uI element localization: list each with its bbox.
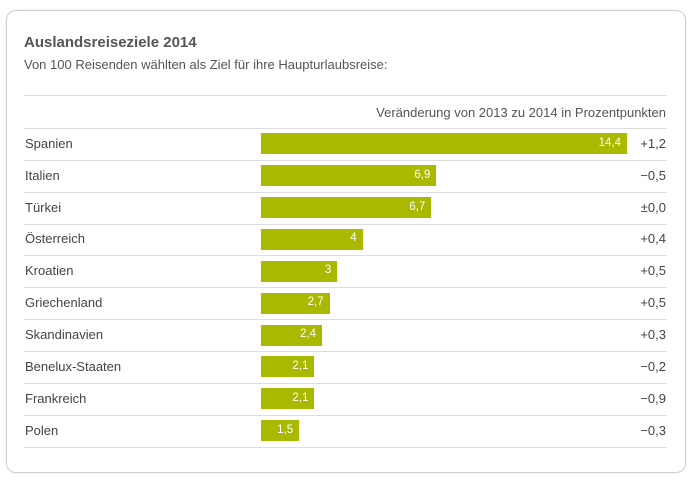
bar-value-label: 6,7 xyxy=(409,200,426,213)
category-label: Frankreich xyxy=(25,390,87,406)
bar-value-label: 2,7 xyxy=(307,296,324,309)
row-rule xyxy=(24,159,667,161)
category-label: Skandinavien xyxy=(25,327,104,343)
bar xyxy=(261,228,363,250)
category-label: Türkei xyxy=(25,199,62,215)
bar-value-label: 2,1 xyxy=(292,391,309,404)
chart-title: Auslandsreiseziele 2014 xyxy=(24,34,197,51)
header-rule xyxy=(24,95,667,96)
bar-value-label: 14,4 xyxy=(598,136,621,149)
bar xyxy=(261,388,315,410)
row-rule xyxy=(24,382,667,384)
change-value: +0,4 xyxy=(640,231,666,247)
category-label: Kroatien xyxy=(25,263,74,279)
row-rule xyxy=(24,128,667,129)
bar-value-label: 4 xyxy=(350,232,357,245)
change-value: −0,9 xyxy=(640,390,666,406)
row-rule xyxy=(24,414,667,416)
change-value: +0,5 xyxy=(640,295,666,311)
row-rule xyxy=(24,319,667,321)
bar xyxy=(261,356,315,378)
bar-value-label: 2,4 xyxy=(300,328,316,341)
change-value: ±0,0 xyxy=(640,199,666,215)
category-label: Italien xyxy=(25,167,60,183)
change-value: +0,3 xyxy=(640,327,666,343)
change-value: −0,3 xyxy=(640,422,666,438)
change-column-header: Veränderung von 2013 zu 2014 in Prozentp… xyxy=(376,105,666,120)
change-value: −0,2 xyxy=(640,358,666,374)
row-rule xyxy=(24,350,667,352)
change-value: +0,5 xyxy=(640,263,666,279)
category-label: Griechenland xyxy=(25,295,103,311)
row-rule xyxy=(24,223,667,225)
change-value: −0,5 xyxy=(640,167,666,183)
bar-value-label: 2,1 xyxy=(292,359,309,372)
category-label: Österreich xyxy=(25,231,85,247)
row-rule xyxy=(24,287,667,289)
category-label: Polen xyxy=(25,422,59,438)
row-rule xyxy=(24,191,667,193)
bar xyxy=(261,197,432,219)
category-label: Benelux-Staaten xyxy=(25,358,122,374)
row-rule xyxy=(24,255,667,257)
bar xyxy=(261,133,627,155)
bar xyxy=(261,260,338,282)
row-rule xyxy=(24,446,667,448)
change-value: +1,2 xyxy=(640,135,666,151)
bar xyxy=(261,292,330,314)
bar-value-label: 3 xyxy=(324,264,332,277)
chart-subtitle: Von 100 Reisenden wählten als Ziel für i… xyxy=(24,57,388,72)
bar xyxy=(261,324,322,346)
bar-value-label: 6,9 xyxy=(414,168,431,181)
category-label: Spanien xyxy=(25,135,73,151)
bar xyxy=(261,420,300,442)
bar xyxy=(261,165,437,187)
bar-value-label: 1,5 xyxy=(277,423,294,436)
